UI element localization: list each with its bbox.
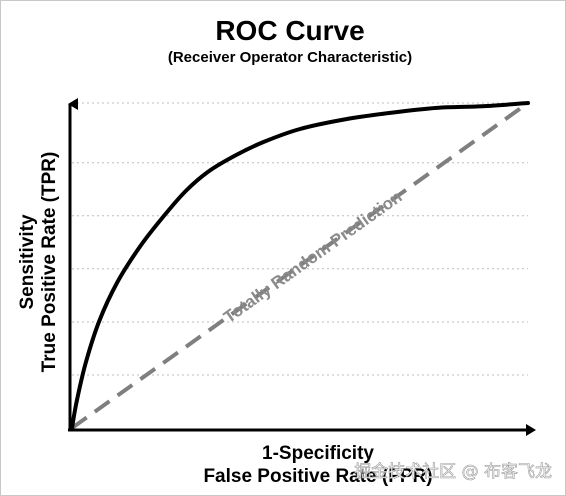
chart-title: ROC Curve <box>215 15 364 46</box>
x-axis-label-line2: False Positive Rate (FPR) <box>203 466 432 487</box>
random-prediction-label: Totally Random Prediction <box>220 187 405 327</box>
chart-subtitle: (Receiver Operator Characteristic) <box>168 49 412 66</box>
roc-curve-line <box>70 101 530 430</box>
y-axis-label-line1: Sensitivity <box>17 214 38 309</box>
random-prediction-line <box>70 101 530 430</box>
gridlines <box>72 102 528 376</box>
x-axis-arrow <box>526 424 536 436</box>
x-axis-label-line1: 1-Specificity <box>262 443 374 464</box>
y-axis-label-line2: True Positive Rate (TPR) <box>39 152 60 373</box>
watermark: 掘金技术社区 @ 布客飞龙 <box>354 462 552 482</box>
